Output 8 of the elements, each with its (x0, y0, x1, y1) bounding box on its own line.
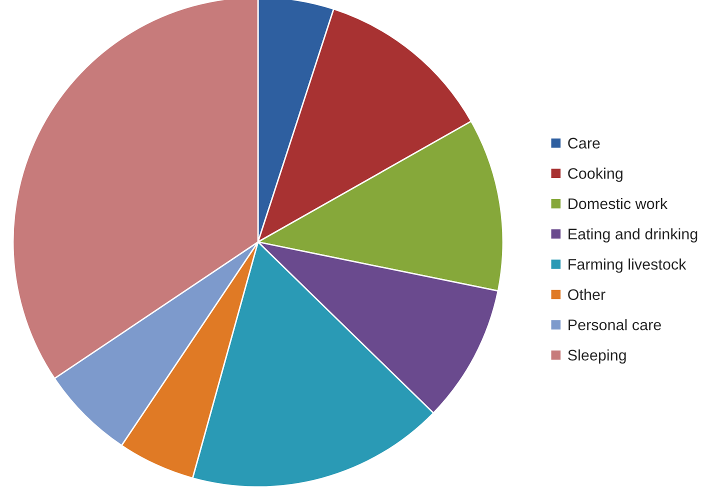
legend-label: Other (568, 288, 606, 300)
legend-label: Farming livestock (568, 258, 686, 273)
legend-label: Sleeping (568, 349, 626, 364)
legend-label: Care (568, 138, 600, 149)
legend-label: Eating and drinking (568, 228, 698, 242)
legend-label: Personal care (568, 319, 661, 330)
legend-label: Domestic work (568, 198, 668, 210)
legend-label: Cooking (568, 168, 622, 182)
